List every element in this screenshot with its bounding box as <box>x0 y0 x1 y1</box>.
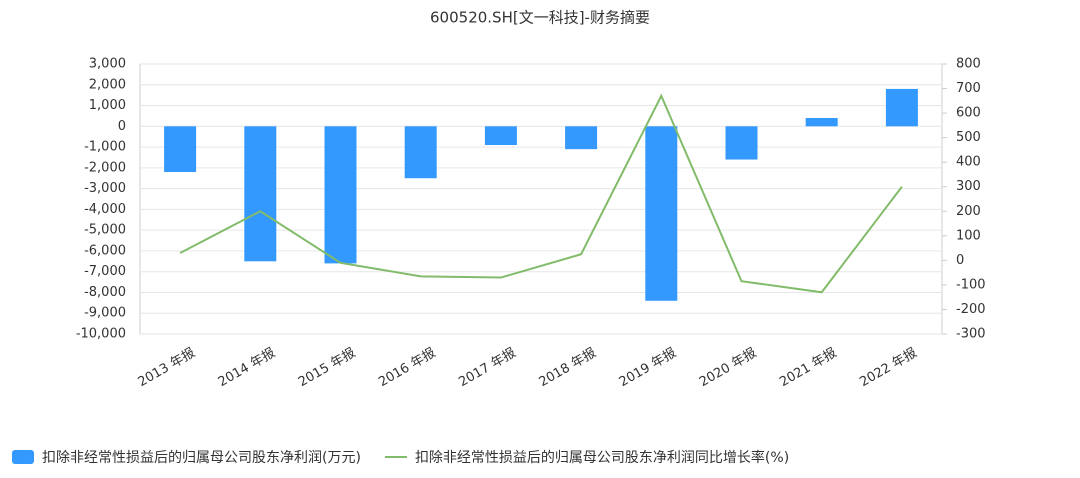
y-tick-label: -2,000 <box>84 160 126 175</box>
bar <box>725 126 758 160</box>
y-tick-label: -5,000 <box>84 223 126 238</box>
y-tick-label: -6,000 <box>84 243 126 258</box>
bar <box>885 88 918 127</box>
chart-title: 600520.SH[文一科技]-财务摘要 <box>430 9 650 27</box>
bar <box>164 126 197 172</box>
bar <box>645 126 678 301</box>
y-tick-label: 0 <box>118 119 126 134</box>
y2-tick-label: 100 <box>956 228 981 243</box>
x-tick-label: 2013 年报 <box>136 346 198 391</box>
legend-label: 扣除非经常性损益后的归属母公司股东净利润(万元) <box>42 449 361 466</box>
x-tick-label: 2018 年报 <box>537 346 599 391</box>
x-tick-label: 2020 年报 <box>697 346 759 391</box>
x-tick-label: 2017 年报 <box>456 346 518 391</box>
x-tick-label: 2015 年报 <box>296 346 358 391</box>
y2-tick-label: 200 <box>956 204 981 219</box>
bar <box>484 126 517 145</box>
y2-tick-label: 500 <box>956 130 981 145</box>
y2-tick-label: 700 <box>956 81 981 96</box>
bar <box>324 126 357 264</box>
y2-tick-label: -300 <box>956 327 986 342</box>
y-tick-label: -10,000 <box>76 327 126 342</box>
y2-tick-label: 400 <box>956 155 981 170</box>
y-tick-label: -7,000 <box>84 264 126 279</box>
legend-label: 扣除非经常性损益后的归属母公司股东净利润同比增长率(%) <box>415 449 789 466</box>
y-tick-label: -8,000 <box>84 285 126 300</box>
y2-tick-label: 800 <box>956 57 981 72</box>
y2-tick-label: 600 <box>956 106 981 121</box>
y-tick-label: -4,000 <box>84 202 126 217</box>
x-tick-label: 2014 年报 <box>216 346 278 391</box>
x-tick-label: 2022 年报 <box>857 346 919 391</box>
y-tick-label: -3,000 <box>84 181 126 196</box>
bar <box>805 118 838 127</box>
bar <box>565 126 598 150</box>
legend-swatch <box>12 450 34 464</box>
y2-tick-label: -200 <box>956 302 986 317</box>
y-tick-label: -1,000 <box>84 140 126 155</box>
x-tick-label: 2019 年报 <box>617 346 679 391</box>
bar <box>244 126 277 262</box>
y2-tick-label: 0 <box>956 253 964 268</box>
y2-tick-label: 300 <box>956 179 981 194</box>
bar <box>404 126 437 179</box>
y-tick-label: 2,000 <box>89 77 126 92</box>
y-tick-label: -9,000 <box>84 306 126 321</box>
x-tick-label: 2016 年报 <box>376 346 438 391</box>
y-tick-label: 3,000 <box>89 57 126 72</box>
line <box>179 93 903 294</box>
y-tick-label: 1,000 <box>89 98 126 113</box>
x-tick-label: 2021 年报 <box>777 346 839 391</box>
y2-tick-label: -100 <box>956 277 986 292</box>
